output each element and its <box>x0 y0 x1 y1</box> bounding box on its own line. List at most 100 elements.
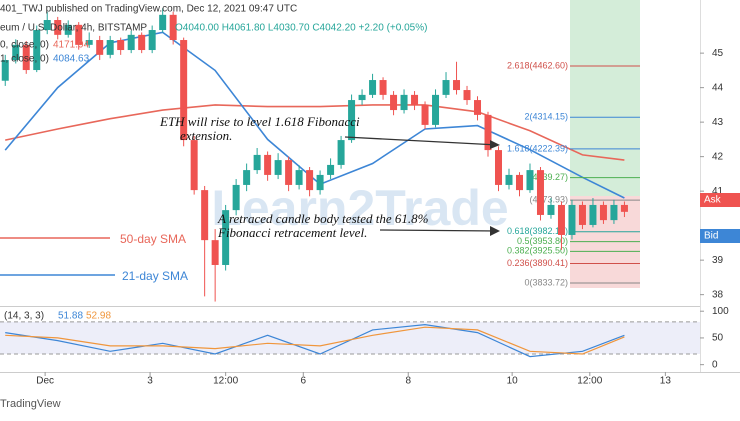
fib-label: 0.236(3890.41) <box>507 258 568 268</box>
candle-body <box>43 20 51 31</box>
arrow <box>344 136 499 146</box>
x-tick-label: 6 <box>301 376 307 387</box>
x-tick-label: 3 <box>147 376 153 387</box>
candle-body <box>442 80 450 95</box>
bid-box <box>700 229 740 243</box>
candle-body <box>75 24 83 45</box>
ask-box <box>700 193 740 207</box>
x-tick-label: 8 <box>405 376 411 387</box>
x-tick-label: 10 <box>507 376 519 387</box>
candle-body <box>379 80 387 95</box>
candle-body <box>117 40 125 51</box>
candle-body <box>568 204 576 235</box>
candle-body <box>348 100 356 141</box>
candle-body <box>390 94 398 111</box>
candle-body <box>295 170 303 185</box>
candle-body <box>127 34 135 51</box>
x-tick-label: 13 <box>660 376 672 387</box>
plot-layer: 38 39 41 42 43 44 45 Dec 3 12:00 6 8 10 12:00 13 50-day… <box>0 8 729 387</box>
fib-label: 2(4314.15) <box>524 112 568 122</box>
bid-label: Bid <box>704 231 718 242</box>
candle-body <box>610 204 618 221</box>
annotation: ETH will rise to level 1.618 Fibonacci <box>159 114 360 129</box>
candle-body <box>589 204 597 225</box>
candle-body <box>453 80 461 91</box>
candle-body <box>421 104 429 125</box>
stoch-value: 51.88 <box>58 311 83 322</box>
y-tick-label: 43 <box>712 117 724 128</box>
fib-label: 0.5(3953.80) <box>517 236 568 246</box>
fib-label: 0.618(3982.17) <box>507 226 568 236</box>
stoch-line <box>5 323 625 358</box>
annotation: A retraced candle body tested the 61.8% <box>217 211 429 226</box>
y-tick-label: 41 <box>712 186 724 197</box>
sma50-legend: 0, close, 0) <box>0 40 49 51</box>
candle-body <box>327 164 335 175</box>
stoch-value: 52.98 <box>86 311 111 322</box>
fib-label: 0.382(3925.50) <box>507 246 568 256</box>
sma-line <box>5 104 625 161</box>
candle-body <box>484 114 492 151</box>
stoch-tick-label: 100 <box>712 306 729 317</box>
sma50-value: 4171.94 <box>53 40 90 51</box>
candle-body <box>557 204 565 235</box>
fib-label: 0(3833.72) <box>524 277 568 287</box>
candle-body <box>358 94 366 101</box>
watermark: Learn2Trade <box>211 180 508 236</box>
sma21-value: 4084.63 <box>53 54 90 65</box>
author-line: 401_TWJ published on TradingView.com, De… <box>0 4 297 15</box>
candle-body <box>232 184 240 211</box>
legend-label: 50-day SMA <box>120 232 186 246</box>
candle-body <box>253 154 261 171</box>
ask-label: Ask <box>704 195 722 206</box>
x-tick-label: Dec <box>36 376 54 387</box>
symbol: eum / U.S. Dollar, 4h, BITSTAMP <box>0 23 147 34</box>
candle-body <box>432 94 440 125</box>
y-axis-line <box>700 0 701 372</box>
fib-label: 2.618(4462.60) <box>507 60 568 70</box>
candle-body <box>620 204 628 212</box>
candle-body <box>106 40 114 55</box>
annotation: extension. <box>180 128 232 143</box>
candle-body <box>264 154 272 175</box>
target-zone <box>570 0 640 196</box>
x-axis-line <box>0 372 740 373</box>
candle-body <box>243 170 251 185</box>
ohlc: O4040.00 H4061.80 L4030.70 C4042.20 +2.2… <box>175 23 427 34</box>
footer: TradingView <box>0 398 61 410</box>
candle-body <box>201 190 209 241</box>
candle-body <box>536 170 544 215</box>
candle-body <box>369 80 377 95</box>
fib-label: 1.618(4222.39) <box>507 143 568 153</box>
arrowhead <box>490 226 500 236</box>
y-tick-label: 39 <box>712 255 724 266</box>
y-tick-label: 38 <box>712 289 724 300</box>
candle-body <box>495 150 503 185</box>
candle-body <box>515 174 523 191</box>
y-tick-label: 42 <box>712 151 724 162</box>
sma21-legend: 1, close, 0) <box>0 54 49 65</box>
candle-body <box>400 94 408 111</box>
candle-body <box>411 94 419 105</box>
fib-label: (4073.93) <box>529 195 568 205</box>
candle-body <box>12 44 20 61</box>
candle-body <box>138 34 146 51</box>
candle-body <box>285 160 293 185</box>
stoch-line <box>5 326 625 355</box>
stoch-tick-label: 50 <box>712 333 724 344</box>
candle-body <box>180 40 188 141</box>
y-tick-label: 44 <box>712 82 724 93</box>
x-tick-label: 12:00 <box>213 376 238 387</box>
candle-body <box>148 30 156 51</box>
candle-body <box>274 160 282 175</box>
candle-body <box>463 90 471 101</box>
annotation: Fibonacci retracement level. <box>217 225 367 240</box>
arrowhead <box>490 140 500 149</box>
candle-body <box>547 204 555 215</box>
stoch-band-fill <box>0 321 700 354</box>
candle-body <box>64 24 72 35</box>
x-tick-label: 12:00 <box>577 376 602 387</box>
candle-body <box>474 100 482 115</box>
legend-label: 21-day SMA <box>122 269 188 283</box>
